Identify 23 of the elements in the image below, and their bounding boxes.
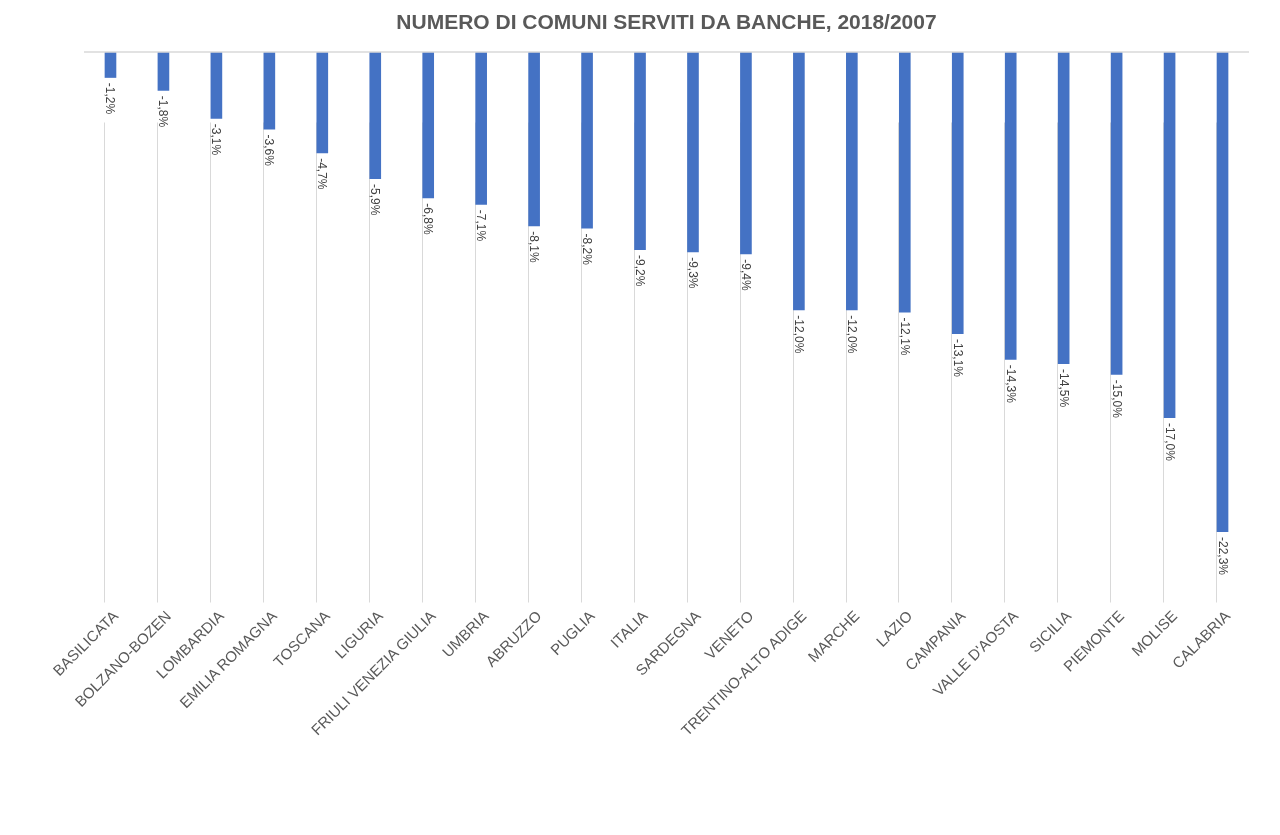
data-label: -13,1%: [950, 338, 965, 378]
data-label: -6,8%: [421, 203, 436, 236]
data-label: -12,0%: [844, 315, 859, 354]
data-label: -22,3%: [1215, 537, 1230, 576]
data-label: -3,1%: [209, 123, 224, 156]
data-label: -14,3%: [1003, 364, 1018, 404]
data-label: -9,3%: [685, 257, 700, 289]
data-label: -17,0%: [1162, 422, 1177, 462]
data-label: -14,5%: [1056, 369, 1071, 408]
data-label: -4,7%: [315, 158, 330, 190]
data-label: -12,0%: [791, 315, 806, 354]
data-label: -3,6%: [262, 134, 277, 167]
data-label: -7,1%: [474, 209, 489, 242]
data-label: -12,1%: [897, 317, 912, 356]
data-label: -1,2%: [103, 82, 118, 115]
data-label: -5,9%: [368, 184, 383, 216]
data-label: -8,2%: [580, 233, 595, 266]
data-label: -9,4%: [738, 259, 753, 292]
data-label: -15,0%: [1109, 379, 1124, 419]
chart-title: NUMERO DI COMUNI SERVITI DA BANCHE, 2018/2007: [396, 10, 937, 34]
data-label: -1,8%: [156, 95, 171, 128]
data-label: -9,2%: [633, 255, 648, 287]
data-label: -8,1%: [527, 231, 542, 264]
